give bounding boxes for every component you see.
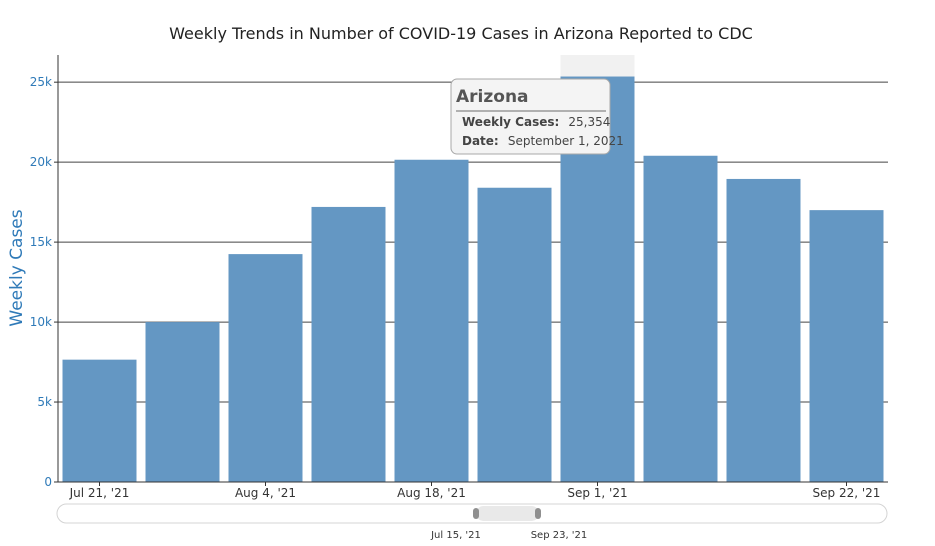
range-slider-start-label: Jul 15, '21 [430, 530, 481, 541]
tooltip-date-key: Date: [462, 134, 499, 148]
x-tick-label: Jul 21, '21 [69, 486, 130, 500]
tooltip-cases-value: 25,354 [568, 115, 610, 129]
tooltip-row-cases: Weekly Cases: 25,354 [462, 111, 610, 130]
chart-title: Weekly Trends in Number of COVID-19 Case… [169, 24, 753, 43]
y-tick-label: 25k [30, 75, 52, 89]
range-slider-window[interactable] [476, 506, 539, 521]
tooltip-row-date: Date: September 1, 2021 [462, 130, 624, 149]
range-slider-right-handle[interactable] [535, 508, 541, 519]
y-tick-label: 10k [30, 315, 52, 329]
y-axis-label: Weekly Cases [7, 209, 27, 326]
y-axis-ticks: 0 5k 10k 15k 20k 25k [30, 75, 58, 489]
bar[interactable] [228, 254, 303, 482]
bar[interactable] [726, 178, 801, 482]
x-tick-label: Sep 22, '21 [813, 486, 881, 500]
x-tick-label: Sep 1, '21 [567, 486, 627, 500]
bar[interactable] [145, 322, 220, 482]
bar[interactable] [477, 187, 552, 482]
tooltip-box [450, 78, 611, 155]
y-tick-label: 5k [37, 395, 52, 409]
bar[interactable] [394, 159, 469, 483]
bars [62, 76, 884, 483]
tooltip-cases-key: Weekly Cases: [462, 115, 559, 129]
range-slider[interactable]: Jul 15, '21 Sep 23, '21 [56, 503, 888, 541]
bar[interactable] [62, 359, 137, 482]
x-tick-label: Aug 4, '21 [235, 486, 296, 500]
range-slider-left-handle[interactable] [473, 508, 479, 519]
x-axis-ticks: Jul 21, '21 Aug 4, '21 Aug 18, '21 Sep 1, '… [69, 482, 881, 500]
bar[interactable] [643, 155, 718, 482]
tooltip-title: Arizona [456, 87, 529, 107]
y-tick-label: 0 [44, 475, 52, 489]
x-tick-label: Aug 18, '21 [397, 486, 466, 500]
y-tick-label: 15k [30, 235, 52, 249]
tooltip: Arizona Weekly Cases: 25,354 Date: Septe… [450, 78, 624, 155]
tooltip-date-value: September 1, 2021 [508, 134, 624, 148]
range-slider-track[interactable] [56, 503, 888, 524]
bar[interactable] [809, 210, 884, 483]
bar[interactable] [311, 206, 386, 482]
y-tick-label: 20k [30, 155, 52, 169]
range-slider-end-label: Sep 23, '21 [531, 530, 588, 541]
